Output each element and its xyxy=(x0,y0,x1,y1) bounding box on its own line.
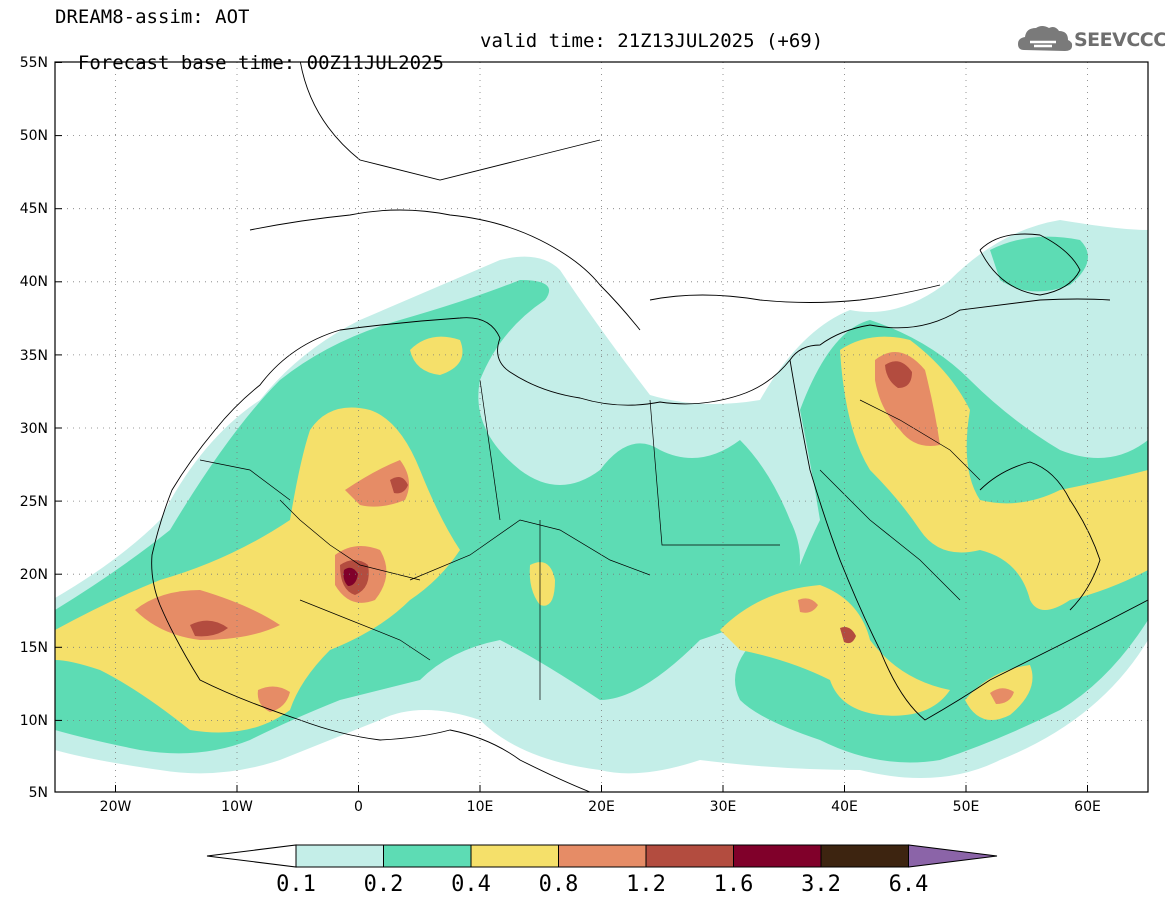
lon-label: 60E xyxy=(1074,799,1101,815)
colorbar-label: 0.8 xyxy=(539,872,579,897)
colorbar-label: 0.1 xyxy=(276,872,316,897)
colorbar-label: 0.4 xyxy=(451,872,491,897)
colorbar-box xyxy=(383,844,472,868)
aot-level-0.4-redsea xyxy=(720,585,950,716)
lat-label: 25N xyxy=(20,494,48,510)
lon-label: 20E xyxy=(588,799,615,815)
lon-label: 10E xyxy=(467,799,494,815)
lat-label: 20N xyxy=(20,567,48,583)
aot-level-1.2-algeria xyxy=(390,476,408,494)
country-borders xyxy=(199,379,981,700)
lat-label: 5N xyxy=(29,785,48,801)
colorbar-label: 1.6 xyxy=(714,872,754,897)
lon-label: 40E xyxy=(831,799,858,815)
colorbar xyxy=(206,844,998,868)
lat-label: 35N xyxy=(20,348,48,364)
colorbar-box xyxy=(470,844,559,868)
aot-contours xyxy=(55,220,1148,778)
lat-label: 50N xyxy=(20,128,48,144)
colorbar-label: 6.4 xyxy=(889,872,929,897)
lat-label: 40N xyxy=(20,274,48,290)
forecast-times: Forecast base time: 00Z11JUL2025 valid t… xyxy=(55,30,823,96)
latitude-labels: 55N 50N 45N 40N 35N 30N 25N 20N 15N 10N … xyxy=(20,55,48,801)
base-time: Forecast base time: 00Z11JUL2025 xyxy=(77,52,444,74)
aot-level-1.2-senegal xyxy=(190,620,228,637)
aot-level-0.4-north xyxy=(410,336,463,375)
logo-text: SEEVCCC xyxy=(1074,29,1165,51)
aot-level-0.8-algeria xyxy=(345,460,409,507)
graticule xyxy=(55,62,1148,792)
colorbar-labels: 0.1 0.2 0.4 0.8 1.2 1.6 3.2 6.4 xyxy=(276,872,928,897)
seevccc-logo: SEEVCCC xyxy=(1018,22,1165,56)
aot-level-1.2-iraq xyxy=(885,361,912,388)
lon-label: 0 xyxy=(354,799,363,815)
colorbar-box xyxy=(295,844,384,868)
lon-label: 30E xyxy=(710,799,737,815)
lat-label: 45N xyxy=(20,201,48,217)
lat-label: 10N xyxy=(20,713,48,729)
lat-label: 15N xyxy=(20,640,48,656)
colorbar-label: 0.2 xyxy=(364,872,404,897)
lon-label: 10W xyxy=(221,799,253,815)
colorbar-box xyxy=(558,844,647,868)
cloud-icon xyxy=(1018,26,1073,51)
aot-level-0.4-chad xyxy=(529,562,555,606)
colorbar-lower-arrow xyxy=(206,844,297,868)
map-title: DREAM8-assim: AOT xyxy=(55,6,250,28)
colorbar-upper-arrow xyxy=(908,844,998,868)
lat-label: 30N xyxy=(20,421,48,437)
aot-level-0.8-yemen xyxy=(990,688,1014,704)
colorbar-label: 1.2 xyxy=(626,872,666,897)
colorbar-label: 3.2 xyxy=(801,872,841,897)
valid-time: valid time: 21Z13JUL2025 (+69) xyxy=(480,30,824,52)
colorbar-box xyxy=(820,844,909,868)
aot-level-1.6-mali xyxy=(343,567,358,586)
coastlines xyxy=(151,62,1148,792)
aot-level-1.2-redsea xyxy=(840,627,856,644)
longitude-labels: 20W 10W 0 10E 20E 30E 40E 50E 60E xyxy=(100,799,1101,815)
aot-level-0.8-senegal xyxy=(135,590,280,640)
aot-level-0.8-sudan xyxy=(798,598,818,613)
axis-ticks xyxy=(55,62,1088,792)
lon-label: 50E xyxy=(953,799,980,815)
colorbar-box xyxy=(733,844,822,868)
lat-label: 55N xyxy=(20,55,48,71)
lon-label: 20W xyxy=(100,799,132,815)
colorbar-box xyxy=(645,844,734,868)
aot-level-0.8-mali-south xyxy=(257,686,290,712)
